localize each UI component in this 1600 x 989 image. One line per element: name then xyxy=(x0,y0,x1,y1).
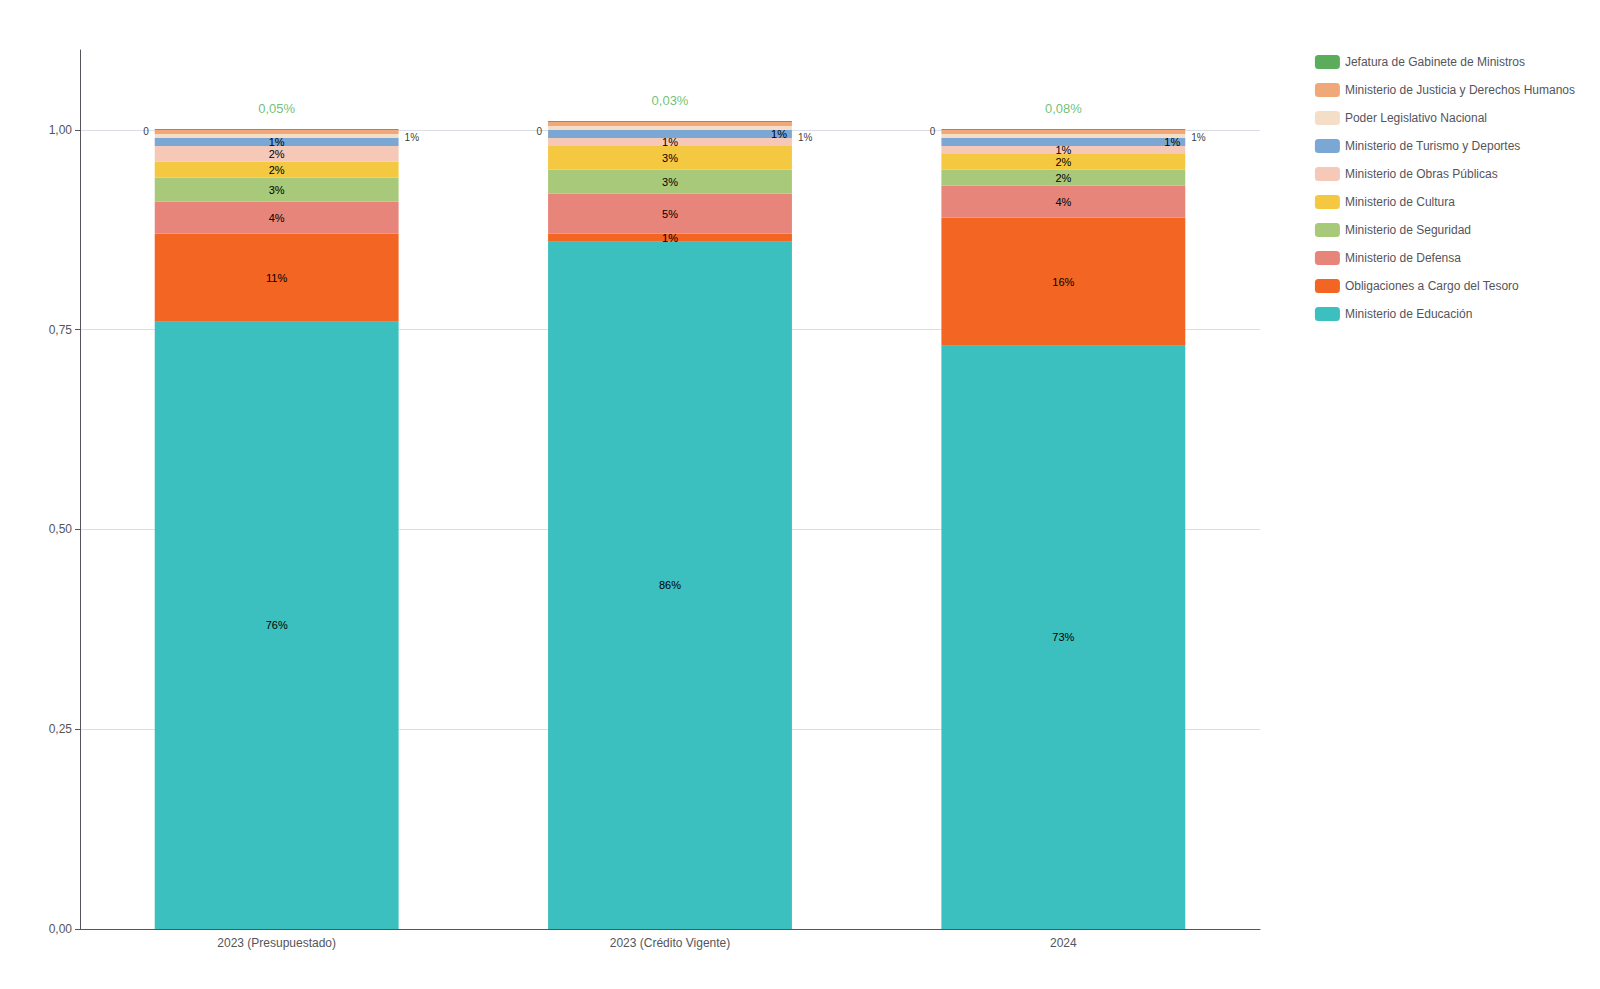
svg-text:Ministerio de Justicia y Derec: Ministerio de Justicia y Derechos Humano… xyxy=(1345,83,1575,97)
svg-text:11%: 11% xyxy=(266,272,287,284)
svg-text:4%: 4% xyxy=(1055,196,1071,208)
svg-text:Ministerio de Seguridad: Ministerio de Seguridad xyxy=(1345,223,1471,237)
svg-text:3%: 3% xyxy=(662,176,678,188)
svg-text:1%: 1% xyxy=(798,132,813,143)
svg-text:Poder Legislativo Nacional: Poder Legislativo Nacional xyxy=(1345,111,1487,125)
svg-text:1%: 1% xyxy=(1055,144,1071,156)
svg-text:1%: 1% xyxy=(771,128,787,140)
svg-text:0,05%: 0,05% xyxy=(258,101,295,116)
svg-text:2023 (Presupuestado): 2023 (Presupuestado) xyxy=(217,936,336,950)
svg-text:0,75: 0,75 xyxy=(49,323,73,337)
svg-text:Ministerio de Defensa: Ministerio de Defensa xyxy=(1345,251,1461,265)
svg-text:1%: 1% xyxy=(405,132,420,143)
svg-text:2%: 2% xyxy=(269,164,285,176)
svg-text:1,00: 1,00 xyxy=(49,123,73,137)
svg-text:5%: 5% xyxy=(662,208,678,220)
svg-text:Ministerio de Educación: Ministerio de Educación xyxy=(1345,307,1472,321)
svg-text:0: 0 xyxy=(930,126,936,137)
svg-text:73%: 73% xyxy=(1052,631,1074,643)
svg-text:2%: 2% xyxy=(269,148,285,160)
svg-text:Ministerio de Obras Públicas: Ministerio de Obras Públicas xyxy=(1345,167,1498,181)
svg-text:2%: 2% xyxy=(1055,172,1071,184)
svg-text:0,50: 0,50 xyxy=(49,522,73,536)
svg-text:1%: 1% xyxy=(662,136,678,148)
svg-text:Jefatura de Gabinete de Minist: Jefatura de Gabinete de Ministros xyxy=(1345,55,1525,69)
svg-text:4%: 4% xyxy=(269,212,285,224)
svg-text:2024: 2024 xyxy=(1050,936,1077,950)
svg-text:0: 0 xyxy=(537,126,543,137)
svg-text:76%: 76% xyxy=(266,619,288,631)
svg-text:1%: 1% xyxy=(1191,132,1206,143)
svg-text:3%: 3% xyxy=(662,152,678,164)
svg-text:1%: 1% xyxy=(662,232,678,244)
svg-text:3%: 3% xyxy=(269,184,285,196)
svg-text:Ministerio de Turismo y Deport: Ministerio de Turismo y Deportes xyxy=(1345,139,1520,153)
svg-text:1%: 1% xyxy=(1164,136,1180,148)
svg-text:0: 0 xyxy=(143,126,149,137)
svg-text:86%: 86% xyxy=(659,579,681,591)
svg-text:Ministerio de Cultura: Ministerio de Cultura xyxy=(1345,195,1455,209)
svg-text:2023 (Crédito Vigente): 2023 (Crédito Vigente) xyxy=(610,936,731,950)
svg-text:0,08%: 0,08% xyxy=(1045,101,1082,116)
svg-text:1%: 1% xyxy=(269,136,285,148)
svg-text:0,00: 0,00 xyxy=(49,922,73,936)
svg-text:Obligaciones a Cargo del Tesor: Obligaciones a Cargo del Tesoro xyxy=(1345,279,1519,293)
svg-text:2%: 2% xyxy=(1055,156,1071,168)
svg-text:0,03%: 0,03% xyxy=(652,93,689,108)
svg-text:0,25: 0,25 xyxy=(49,722,73,736)
svg-text:16%: 16% xyxy=(1052,276,1074,288)
